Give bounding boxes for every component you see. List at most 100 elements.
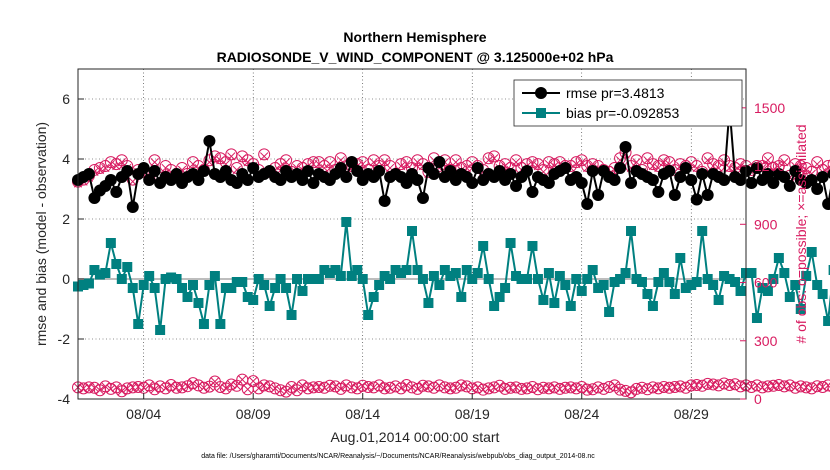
bias-point [554,271,565,281]
rmse-point [274,174,287,186]
y-right-tick-label: 1500 [754,100,785,116]
obs-lower-assimilated-marker [243,385,252,394]
y-axis-label-left: rmse and bias (model - observation) [33,122,49,346]
obs-lower-possible-marker [603,380,616,393]
rmse-point [734,174,747,186]
rmse-point [400,177,413,189]
bias-point [494,292,505,302]
bias-point [105,238,116,248]
bias-point [489,301,500,311]
obs-assimilated-marker [396,161,406,171]
obs-possible-marker [811,156,824,169]
obs-assimilated-marker [238,154,247,163]
bias-point [401,265,412,275]
obs-assimilated-marker [763,156,773,165]
bias-point [385,274,396,284]
bias-point [379,271,390,281]
bias-point [330,265,341,275]
obs-lower-possible-marker [827,382,830,393]
rmse-point [307,177,320,189]
bias-point [253,274,264,284]
bias-point [308,274,319,284]
obs-lower-possible-marker [340,379,353,392]
y-right-tick-label: 1200 [754,158,785,174]
obs-assimilated-marker [451,158,460,167]
obs-lower-assimilated-marker [281,387,291,396]
rmse-point [559,162,572,174]
obs-lower-assimilated-marker [610,381,619,390]
rmse-point [696,168,709,180]
bias-point [352,265,363,275]
rmse-point [351,165,364,177]
rmse-point [110,186,123,198]
bias-point [89,265,100,275]
obs-lower-assimilated-marker [221,384,230,393]
rmse-point [416,192,429,204]
obs-lower-possible-marker [433,379,446,392]
x-axis: 08/04 08/09 08/14 08/19 08/24 08/29 [126,393,709,422]
bias-point [275,274,286,284]
rmse-point [444,165,457,177]
obs-possible-marker [646,158,659,171]
bias-point [335,271,346,281]
rmse-point [718,174,731,186]
bias-point [193,298,204,308]
obs-assimilated-marker [281,158,291,167]
bias-point [177,283,188,293]
obs-assimilated-marker [632,158,641,167]
y-right-tick-label: 0 [754,391,762,407]
legend-bias-label: bias pr=-0.092853 [566,105,679,121]
bias-point [549,298,560,308]
bias-point [828,265,830,275]
bias-point [242,292,253,302]
obs-possible-marker [778,154,791,167]
bias-point [713,295,724,305]
obs-possible-marker [657,154,670,167]
bias-point [83,278,94,289]
bias-point [724,274,735,284]
obs-possible-marker [258,148,271,161]
bias-point [166,272,177,283]
bias-point [521,274,532,284]
rmse-point [203,135,216,147]
y-tick-label: 6 [62,91,70,107]
rmse-point [783,180,796,192]
obs-assimilated-marker [823,163,830,173]
bias-point [680,283,691,293]
bias-point [94,269,105,280]
bias-point [647,301,658,311]
obs-assimilated-marker [489,154,499,163]
bias-point [751,313,762,323]
bias-point [396,268,407,278]
rmse-point [148,165,161,177]
bias-point [538,295,549,305]
rmse-point [750,162,763,174]
y-tick-label: 0 [62,271,70,287]
bias-line [77,221,830,331]
obs-lower-assimilated-marker [336,384,345,394]
bias-point [357,274,368,284]
bias-point [516,274,527,284]
rmse-point [143,174,156,186]
obs-possible-marker [208,150,221,163]
rmse-point [504,168,517,180]
bias-point [171,274,182,284]
rmse-point [137,162,150,174]
obs-assimilated-marker [780,158,789,167]
obs-possible-marker [761,152,774,165]
obs-possible-marker [488,150,501,163]
rmse-point [761,168,774,180]
y-tick-label: 2 [62,211,70,227]
x-tick-label: 08/29 [674,406,709,422]
legend-bias-marker [536,108,546,118]
rmse-point [334,162,347,174]
bias-point [220,283,231,293]
obs-assimilated-marker [106,159,116,169]
bias-point [576,286,587,296]
bias-point [642,289,653,299]
bias-point [264,301,275,311]
bias-point [78,280,89,290]
obs-lower-assimilated-marker [413,384,422,394]
legend-rmse-label: rmse pr=3.4813 [566,85,665,101]
bias-point [691,277,702,287]
